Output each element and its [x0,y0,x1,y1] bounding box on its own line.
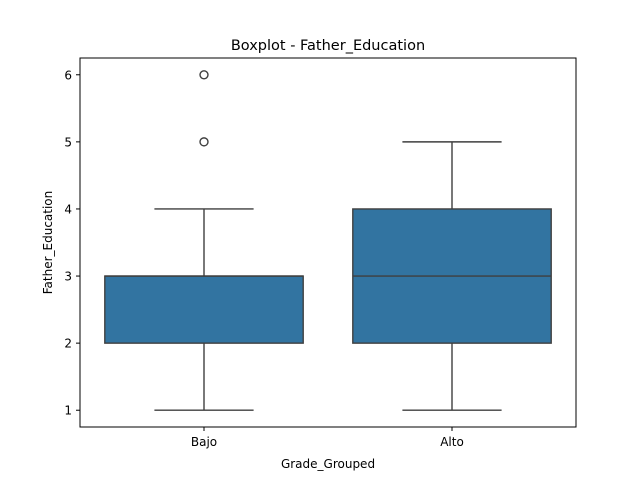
chart-title: Boxplot - Father_Education [231,38,425,54]
x-axis-title: Grade_Grouped [281,457,375,471]
y-tick-label: 2 [64,337,72,351]
y-tick-label: 6 [64,68,72,82]
outlier-point-bajo [199,70,209,80]
x-tick-label: Alto [440,435,464,449]
y-tick-label: 3 [64,270,72,284]
plot-area: 1 2 3 4 5 6 Bajo Alto [64,68,552,449]
y-axis-title: Father_Education [41,191,55,295]
y-tick-label: 5 [64,135,72,149]
y-tick-label: 4 [64,202,72,216]
box-bajo [104,275,304,344]
outlier-point-bajo [199,137,209,147]
plot-frame [79,57,577,428]
x-tick-label: Bajo [191,435,217,449]
y-tick-label: 1 [64,404,72,418]
